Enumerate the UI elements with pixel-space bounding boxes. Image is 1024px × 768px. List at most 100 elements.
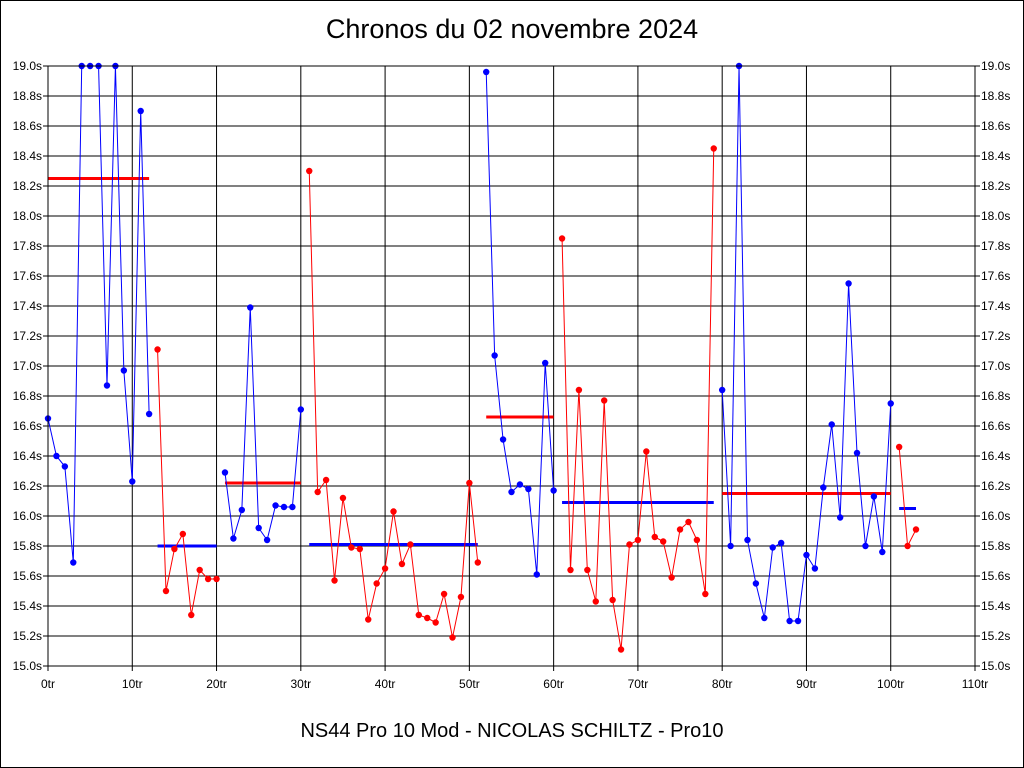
data-point — [542, 359, 549, 367]
y-tick-label-left: 16.8s — [13, 389, 42, 403]
y-tick-label-right: 15.4s — [981, 599, 1010, 613]
data-point — [862, 542, 869, 550]
chart-subtitle: NS44 Pro 10 Mod - NICOLAS SCHILTZ - Pro1… — [300, 720, 724, 742]
x-tick-label: 80tr — [712, 677, 733, 691]
data-point — [592, 598, 599, 605]
data-point — [432, 619, 439, 626]
data-point — [912, 526, 920, 533]
data-point — [457, 593, 465, 601]
y-tick-label-left: 15.0s — [13, 659, 42, 673]
series-line — [308, 170, 479, 638]
data-point — [777, 539, 785, 547]
plot-area-border — [47, 65, 976, 667]
data-point — [322, 476, 330, 484]
x-tick-label: 20tr — [206, 677, 227, 691]
y-tick-label-right: 17.2s — [981, 329, 1010, 343]
data-point — [415, 611, 422, 619]
data-point — [508, 488, 515, 496]
data-point — [179, 530, 187, 538]
x-tick-label: 10tr — [122, 677, 143, 691]
series-line — [157, 349, 217, 616]
data-point — [904, 542, 911, 550]
y-tick-label-right: 18.6s — [981, 119, 1010, 133]
y-tick-label-left: 19.0s — [13, 59, 42, 73]
y-tick-label-right: 17.0s — [981, 359, 1010, 373]
data-point — [794, 617, 802, 625]
data-point — [601, 397, 608, 404]
data-point — [280, 503, 288, 511]
y-tick-label-right: 18.4s — [981, 149, 1010, 163]
data-point — [811, 565, 819, 572]
series-points — [44, 62, 920, 653]
data-point — [651, 533, 658, 541]
y-tick-label-left: 17.6s — [13, 269, 42, 283]
y-tick-label-left: 18.0s — [13, 209, 42, 223]
data-point — [499, 436, 507, 443]
data-point — [70, 559, 77, 566]
data-point — [61, 463, 69, 470]
data-point — [137, 107, 144, 115]
series-line — [224, 307, 302, 542]
data-point — [440, 590, 448, 598]
data-point — [230, 535, 237, 542]
data-point — [449, 634, 456, 641]
data-point — [474, 559, 481, 566]
y-tick-label-right: 16.4s — [981, 449, 1010, 463]
data-point — [339, 494, 347, 502]
data-point — [272, 502, 279, 509]
data-point — [558, 235, 566, 242]
data-point — [887, 400, 894, 407]
data-point — [718, 386, 726, 394]
data-point — [710, 145, 717, 152]
data-point — [769, 544, 776, 551]
data-point — [424, 614, 431, 622]
data-point — [365, 616, 372, 623]
data-point — [533, 571, 540, 578]
y-tick-label-right: 16.8s — [981, 389, 1010, 403]
data-point — [213, 575, 220, 583]
data-point — [390, 508, 397, 515]
average-lines — [48, 177, 917, 548]
y-tick-label-left: 17.0s — [13, 359, 42, 373]
y-tick-label-left: 16.4s — [13, 449, 42, 463]
x-tick-label: 0tr — [41, 677, 55, 691]
data-point — [727, 542, 734, 550]
y-tick-label-left: 15.2s — [13, 629, 42, 643]
x-tick-label: 50tr — [459, 677, 480, 691]
axis-ticks: 15.0s 15.0s 15.2s 15.2s 15.4s 15.4s 15.6s 15.6s… — [13, 59, 1011, 691]
y-tick-label-right: 16.6s — [981, 419, 1010, 433]
data-point — [204, 575, 212, 583]
y-tick-label-right: 15.8s — [981, 539, 1010, 553]
data-point — [550, 487, 557, 494]
y-tick-label-left: 18.6s — [13, 119, 42, 133]
y-tick-label-right: 16.0s — [981, 509, 1010, 523]
data-point — [895, 443, 903, 451]
data-point — [398, 560, 406, 568]
data-point — [744, 536, 751, 544]
data-point — [196, 566, 203, 574]
data-point — [331, 577, 338, 584]
x-tick-label: 70tr — [628, 677, 649, 691]
data-point — [483, 68, 490, 76]
data-point — [567, 566, 574, 574]
y-tick-label-left: 17.4s — [13, 299, 42, 313]
data-point — [626, 541, 633, 548]
data-point — [154, 346, 161, 353]
data-point — [668, 574, 675, 581]
data-point — [263, 536, 271, 544]
data-point — [466, 479, 473, 487]
data-point — [53, 452, 60, 460]
data-point — [761, 614, 768, 622]
x-tick-label: 100tr — [877, 677, 904, 691]
data-point — [845, 280, 852, 287]
y-tick-label-left: 16.2s — [13, 479, 42, 493]
data-point — [820, 484, 827, 491]
data-point — [314, 488, 321, 496]
data-point — [870, 493, 878, 500]
y-tick-label-left: 16.6s — [13, 419, 42, 433]
y-tick-label-right: 15.0s — [981, 659, 1010, 673]
y-tick-label-right: 18.8s — [981, 89, 1010, 103]
data-point — [348, 544, 355, 551]
data-point — [609, 596, 616, 604]
data-point — [255, 524, 262, 532]
